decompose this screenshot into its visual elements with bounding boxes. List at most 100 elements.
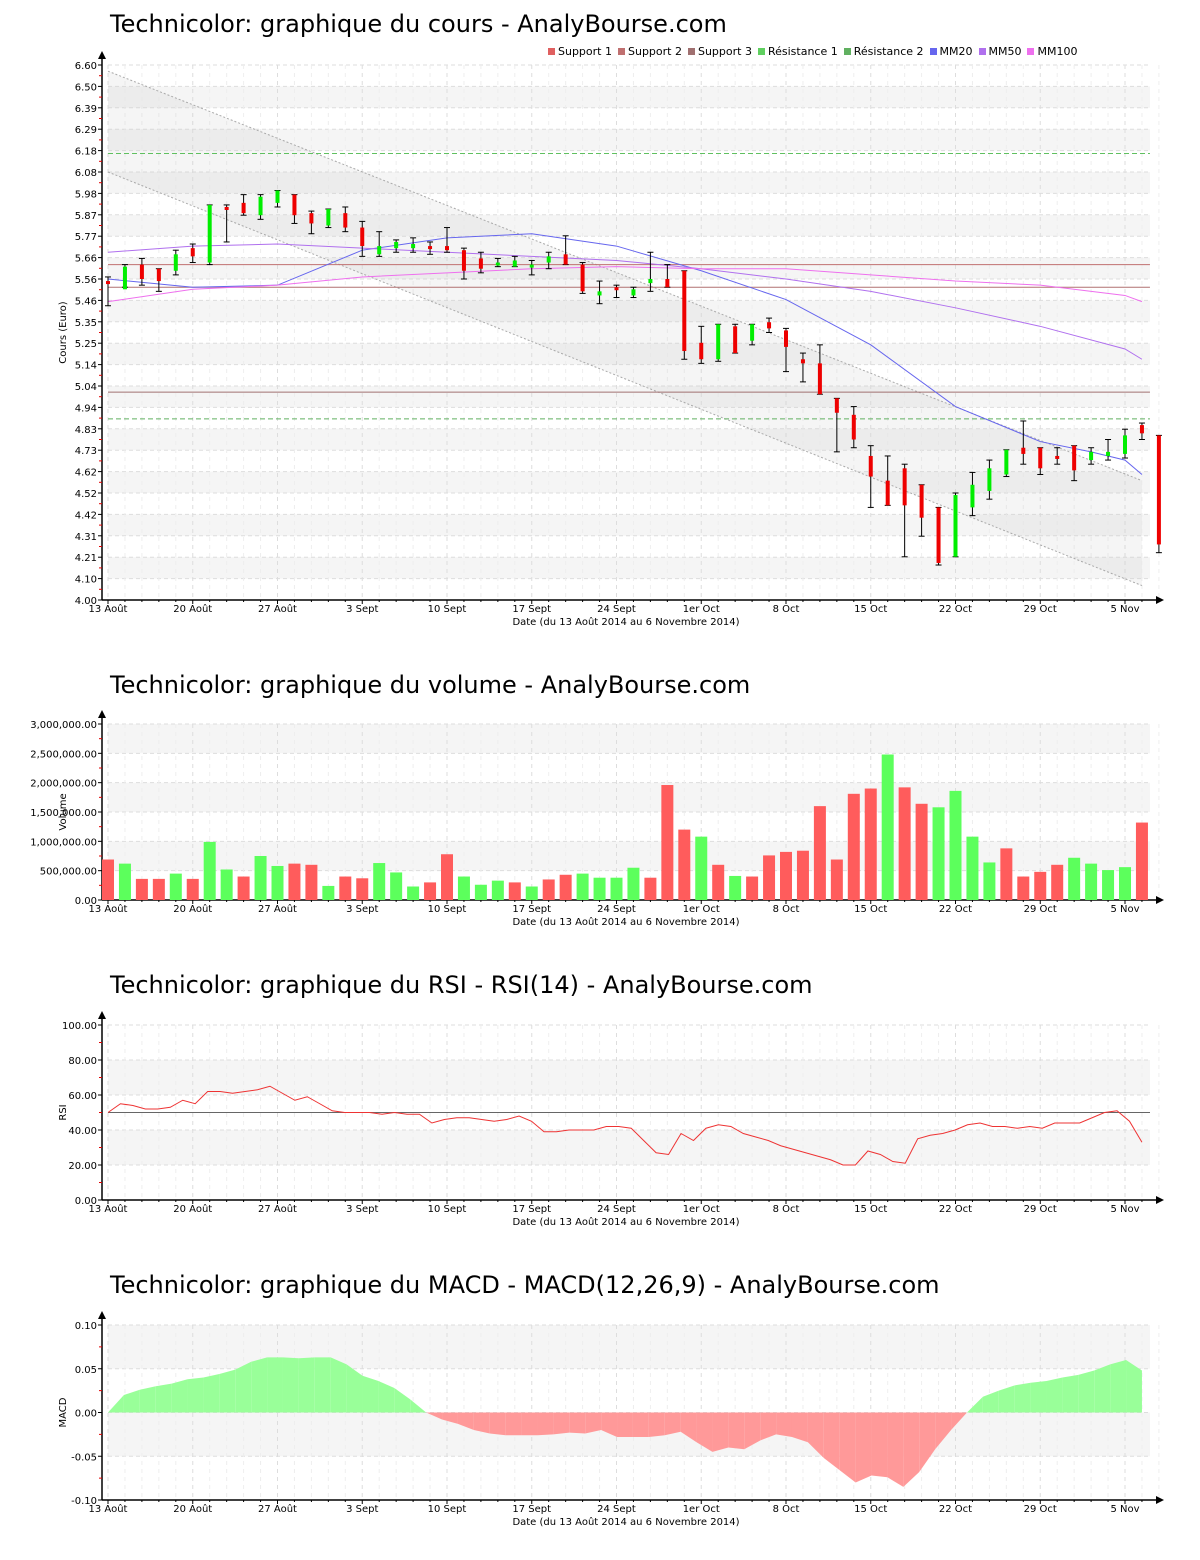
svg-text:5 Nov: 5 Nov [1110,604,1139,615]
svg-text:60.00: 60.00 [68,1091,97,1102]
svg-text:8 Oct: 8 Oct [773,904,800,915]
svg-text:-0.05: -0.05 [71,1452,97,1463]
svg-text:MACD: MACD [58,1397,69,1427]
svg-text:8 Oct: 8 Oct [773,604,800,615]
svg-text:17 Sept: 17 Sept [512,604,551,615]
svg-text:4.83: 4.83 [75,425,97,436]
svg-text:24 Sept: 24 Sept [597,1204,636,1215]
legend-swatch-icon [1027,48,1035,55]
svg-text:20 Août: 20 Août [173,1503,212,1515]
svg-text:4.42: 4.42 [75,510,97,521]
svg-text:4.31: 4.31 [75,532,97,543]
svg-text:20 Août: 20 Août [173,1203,212,1215]
svg-text:4.10: 4.10 [75,575,97,586]
svg-text:3 Sept: 3 Sept [346,1504,378,1515]
svg-text:5.35: 5.35 [75,318,97,329]
svg-text:13 Août: 13 Août [89,1203,128,1215]
svg-text:15 Oct: 15 Oct [854,1204,887,1215]
svg-text:4.21: 4.21 [75,553,97,564]
svg-text:80.00: 80.00 [68,1056,97,1067]
svg-text:4.62: 4.62 [75,468,97,479]
svg-text:22 Oct: 22 Oct [939,604,972,615]
legend-item: MM50 [978,45,1021,58]
svg-text:3,000,000.00: 3,000,000.00 [30,720,97,731]
legend-item: Résistance 1 [757,45,838,58]
svg-text:5.25: 5.25 [75,339,97,350]
svg-text:10 Sept: 10 Sept [428,604,467,615]
svg-text:10 Sept: 10 Sept [428,904,467,915]
svg-text:3 Sept: 3 Sept [346,1204,378,1215]
svg-text:0.05: 0.05 [75,1365,97,1376]
svg-text:20.00: 20.00 [68,1161,97,1172]
price-chart-legend: Support 1 Support 2 Support 3 Résistance 1 R… [548,45,1079,58]
legend-swatch-icon [687,48,695,55]
svg-text:5 Nov: 5 Nov [1110,1204,1139,1215]
svg-text:1,000,000.00: 1,000,000.00 [30,837,97,848]
svg-text:6.18: 6.18 [75,147,97,158]
legend-swatch-icon [929,48,937,55]
svg-text:27 Août: 27 Août [258,603,297,615]
svg-text:4.94: 4.94 [75,403,97,414]
svg-text:10 Sept: 10 Sept [428,1504,467,1515]
svg-text:10 Sept: 10 Sept [428,1204,467,1215]
svg-text:0.00: 0.00 [75,1196,97,1207]
legend-swatch-icon [978,48,986,55]
svg-text:5.14: 5.14 [75,361,97,372]
legend-item: Résistance 2 [843,45,924,58]
legend-swatch-icon [548,48,555,55]
svg-text:Date (du 13 Août 2014 au 6 Nov: Date (du 13 Août 2014 au 6 Novembre 2014… [512,1516,739,1528]
legend-item: Support 3 [687,45,752,58]
svg-text:5.56: 5.56 [75,275,97,286]
svg-text:29 Oct: 29 Oct [1024,604,1057,615]
svg-text:4.73: 4.73 [75,446,97,457]
svg-text:0.00: 0.00 [75,896,97,907]
svg-text:0.10: 0.10 [75,1321,97,1332]
svg-text:5 Nov: 5 Nov [1110,904,1139,915]
svg-text:500,000.00: 500,000.00 [40,867,97,878]
svg-text:Date (du 13 Août 2014 au 6 Nov: Date (du 13 Août 2014 au 6 Novembre 2014… [512,616,739,628]
svg-text:40.00: 40.00 [68,1126,97,1137]
price-chart: 4.00 4.10 4.21 4.31 4.42 4.52 4.62 4.73 4.83 4.94… [58,51,1164,628]
svg-text:5.46: 5.46 [75,296,97,307]
svg-text:22 Oct: 22 Oct [939,1204,972,1215]
svg-text:RSI: RSI [58,1104,69,1120]
svg-text:22 Oct: 22 Oct [939,904,972,915]
svg-text:15 Oct: 15 Oct [854,1504,887,1515]
svg-text:Volume: Volume [58,793,69,830]
svg-text:3 Sept: 3 Sept [346,604,378,615]
svg-text:1er Oct: 1er Oct [683,604,720,615]
svg-text:Date (du 13 Août 2014 au 6 Nov: Date (du 13 Août 2014 au 6 Novembre 2014… [512,916,739,928]
legend-item: MM20 [929,45,973,58]
svg-text:5.04: 5.04 [75,382,97,393]
svg-text:17 Sept: 17 Sept [512,1504,551,1515]
legend-item: Support 2 [617,45,682,58]
svg-text:0.00: 0.00 [75,1409,97,1420]
svg-text:1,500,000.00: 1,500,000.00 [30,808,97,819]
legend-item: Support 1 [548,45,612,58]
svg-text:17 Sept: 17 Sept [512,904,551,915]
svg-text:2,500,000.00: 2,500,000.00 [30,749,97,760]
svg-text:15 Oct: 15 Oct [854,904,887,915]
svg-text:29 Oct: 29 Oct [1024,1504,1057,1515]
macd-chart: -0.10 -0.05 0.00 0.05 0.10 MACD 13 Août 20 Août… [58,1311,1164,1528]
svg-text:8 Oct: 8 Oct [773,1504,800,1515]
svg-text:Cours (Euro): Cours (Euro) [58,301,69,364]
legend-swatch-icon [757,48,765,55]
macd-chart-title: Technicolor: graphique du MACD - MACD(12… [110,1271,940,1299]
svg-text:13 Août: 13 Août [89,603,128,615]
svg-text:24 Sept: 24 Sept [597,1504,636,1515]
svg-text:1er Oct: 1er Oct [683,1204,720,1215]
svg-text:5.77: 5.77 [75,232,97,243]
rsi-chart: 0.00 20.00 40.00 60.00 80.00 100.00 RSI 13 Août… [58,1011,1164,1228]
svg-text:27 Août: 27 Août [258,903,297,915]
svg-text:6.50: 6.50 [75,82,97,93]
svg-text:20 Août: 20 Août [173,603,212,615]
rsi-chart-title: Technicolor: graphique du RSI - RSI(14) … [110,971,813,999]
legend-swatch-icon [617,48,625,55]
svg-text:3 Sept: 3 Sept [346,904,378,915]
svg-text:6.08: 6.08 [75,168,97,179]
svg-text:27 Août: 27 Août [258,1503,297,1515]
svg-text:6.29: 6.29 [75,125,97,136]
svg-text:22 Oct: 22 Oct [939,1504,972,1515]
svg-text:-0.10: -0.10 [71,1496,97,1507]
